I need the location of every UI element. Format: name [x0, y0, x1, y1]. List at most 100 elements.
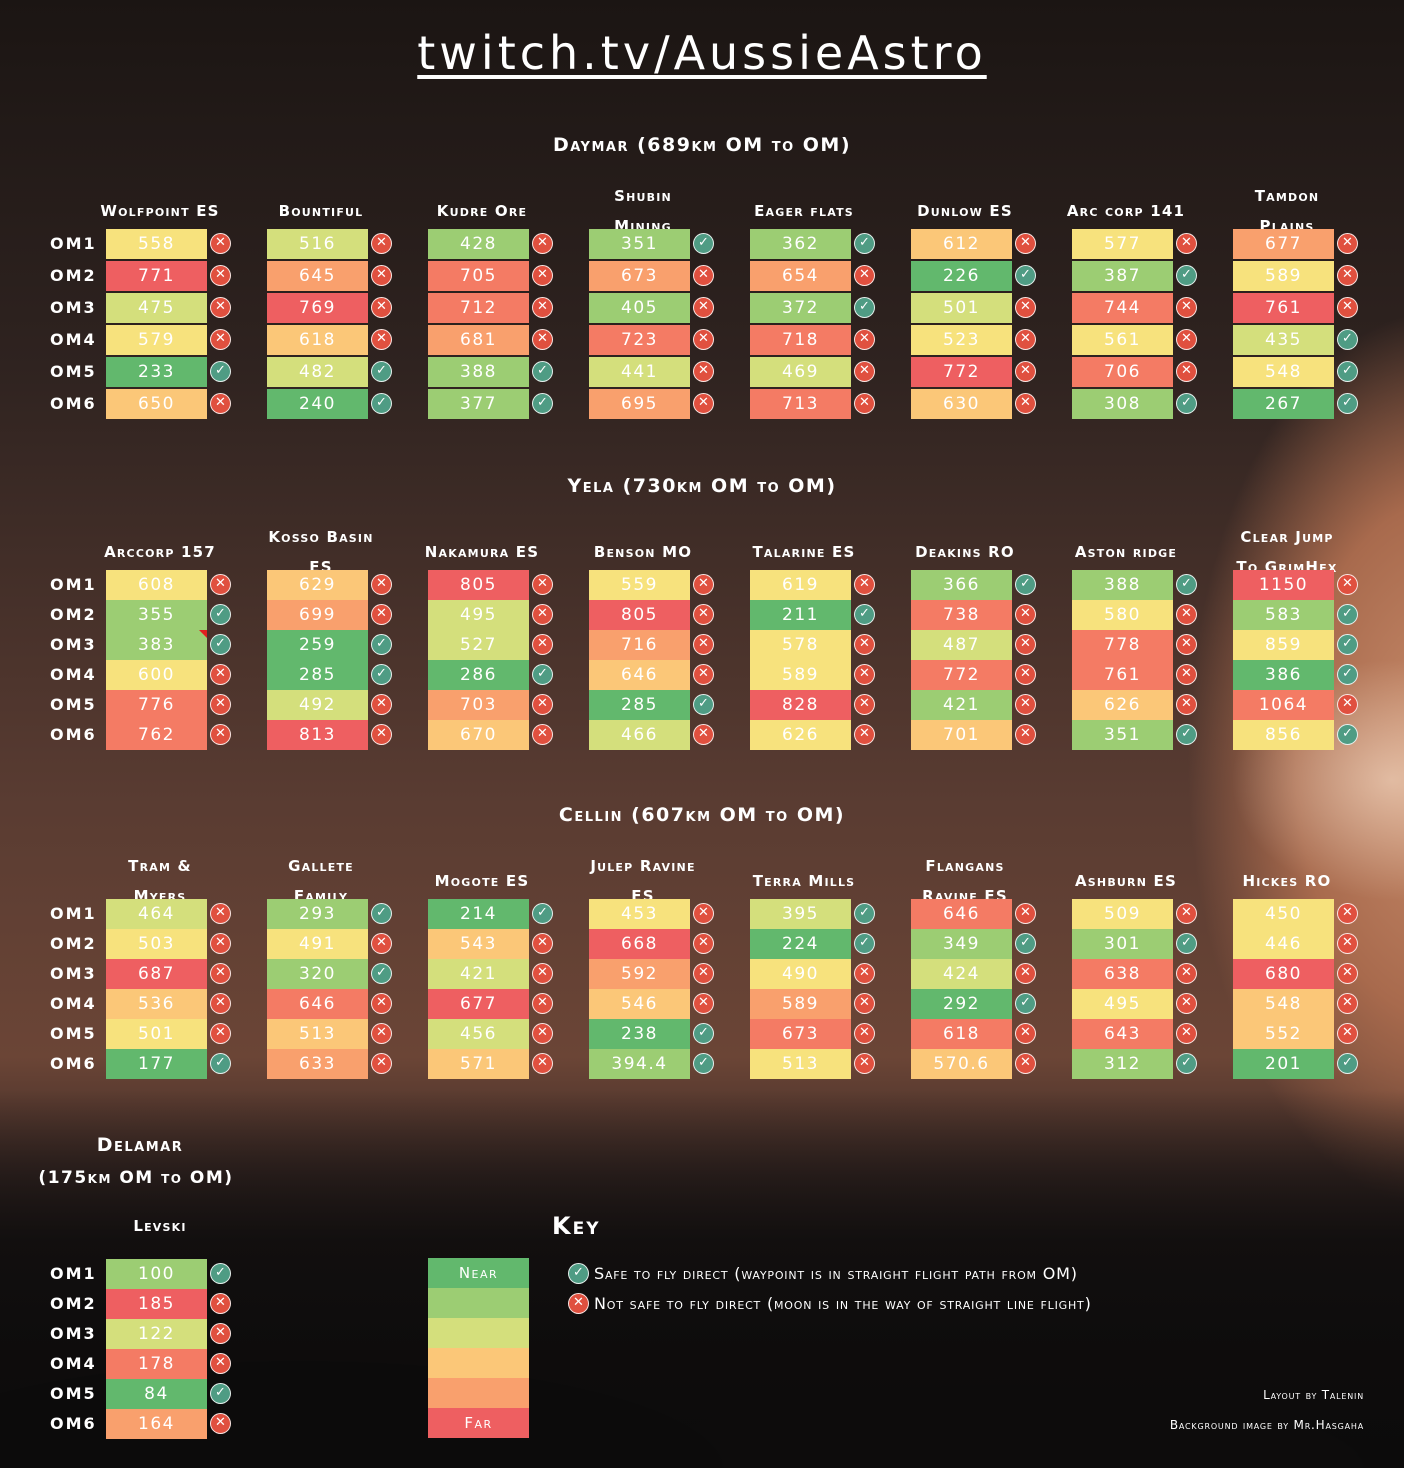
distance-cell: 626 — [750, 720, 851, 750]
check-icon: ✓ — [371, 361, 392, 382]
cross-icon: ✕ — [371, 694, 392, 715]
distance-cell: 646 — [267, 989, 368, 1019]
background-mountains — [0, 1090, 1404, 1468]
location-header: Hickes RO — [1242, 872, 1332, 890]
cross-icon: ✕ — [1337, 574, 1358, 595]
distance-cell: 592 — [589, 959, 690, 989]
distance-cell: 761 — [1233, 293, 1334, 323]
cross-icon: ✕ — [1337, 903, 1358, 924]
distance-cell: 464 — [106, 899, 207, 929]
cross-icon: ✕ — [371, 724, 392, 745]
distance-cell: 654 — [750, 261, 851, 291]
section-title: Cellin (607km OM to OM) — [558, 804, 846, 826]
distance-cell: 394.4 — [589, 1049, 690, 1079]
distance-cell: 501 — [106, 1019, 207, 1049]
key-scale-cell — [428, 1378, 529, 1408]
background-credit: Background image by Mr.Hasgaha — [1169, 1418, 1364, 1432]
distance-cell: 214 — [428, 899, 529, 929]
location-header: Tram & — [128, 857, 192, 875]
distance-cell: 509 — [1072, 899, 1173, 929]
distance-cell: 487 — [911, 630, 1012, 660]
cross-icon: ✕ — [210, 933, 231, 954]
cross-icon: ✕ — [693, 664, 714, 685]
distance-cell: 285 — [267, 660, 368, 690]
distance-cell: 589 — [750, 989, 851, 1019]
location-header: Bountiful — [278, 202, 364, 220]
cross-icon: ✕ — [693, 574, 714, 595]
distance-cell: 543 — [428, 929, 529, 959]
cross-icon: ✕ — [532, 297, 553, 318]
distance-cell: 523 — [911, 325, 1012, 355]
distance-cell: 536 — [106, 989, 207, 1019]
distance-cell: 650 — [106, 389, 207, 419]
distance-cell: 744 — [1072, 293, 1173, 323]
cross-icon: ✕ — [371, 574, 392, 595]
cross-icon: ✕ — [854, 329, 875, 350]
cross-icon: ✕ — [210, 664, 231, 685]
distance-cell: 712 — [428, 293, 529, 323]
distance-cell: 240 — [267, 389, 368, 419]
distance-cell: 395 — [750, 899, 851, 929]
delamar-title-line1: Delamar — [96, 1134, 184, 1156]
cross-icon: ✕ — [1015, 393, 1036, 414]
distance-cell: 490 — [750, 959, 851, 989]
cross-icon: ✕ — [210, 724, 231, 745]
distance-cell: 293 — [267, 899, 368, 929]
distance-cell: 292 — [911, 989, 1012, 1019]
cross-icon: ✕ — [854, 724, 875, 745]
cross-icon: ✕ — [210, 963, 231, 984]
distance-cell: 516 — [267, 229, 368, 259]
cross-icon: ✕ — [532, 233, 553, 254]
cross-icon: ✕ — [210, 329, 231, 350]
distance-cell: 699 — [267, 600, 368, 630]
check-icon: ✓ — [210, 361, 231, 382]
check-icon: ✓ — [1337, 1053, 1358, 1074]
distance-cell: 491 — [267, 929, 368, 959]
distance-cell: 466 — [589, 720, 690, 750]
distance-cell: 579 — [106, 325, 207, 355]
cross-icon: ✕ — [1176, 664, 1197, 685]
cross-icon: ✕ — [1337, 933, 1358, 954]
distance-cell: 618 — [267, 325, 368, 355]
distance-cell: 673 — [750, 1019, 851, 1049]
check-icon: ✓ — [854, 604, 875, 625]
cross-icon: ✕ — [568, 1293, 589, 1314]
row-label: OM6 — [50, 725, 97, 744]
cross-icon: ✕ — [693, 903, 714, 924]
distance-cell: 859 — [1233, 630, 1334, 660]
page-title-text[interactable]: twitch.tv/AussieAstro — [417, 26, 987, 80]
cross-icon: ✕ — [532, 265, 553, 286]
location-header: Nakamura ES — [424, 543, 540, 561]
row-label: OM3 — [50, 298, 97, 317]
distance-cell: 1150 — [1233, 570, 1334, 600]
cross-icon: ✕ — [371, 265, 392, 286]
row-label: OM3 — [50, 635, 97, 654]
distance-cell: 761 — [1072, 660, 1173, 690]
cross-icon: ✕ — [854, 993, 875, 1014]
check-icon: ✓ — [1176, 574, 1197, 595]
distance-cell: 772 — [911, 357, 1012, 387]
distance-cell: 677 — [1233, 229, 1334, 259]
cross-icon: ✕ — [854, 694, 875, 715]
cross-icon: ✕ — [1015, 604, 1036, 625]
distance-cell: 366 — [911, 570, 1012, 600]
distance-cell: 372 — [750, 293, 851, 323]
distance-cell: 456 — [428, 1019, 529, 1049]
cross-icon: ✕ — [1176, 963, 1197, 984]
distance-cell: 571 — [428, 1049, 529, 1079]
cross-icon: ✕ — [854, 963, 875, 984]
distance-cell: 201 — [1233, 1049, 1334, 1079]
distance-cell: 482 — [267, 357, 368, 387]
distance-cell: 224 — [750, 929, 851, 959]
location-header: Arc corp 141 — [1066, 202, 1186, 220]
cross-icon: ✕ — [210, 1293, 231, 1314]
distance-cell: 320 — [267, 959, 368, 989]
distance-cell: 687 — [106, 959, 207, 989]
section-title: Daymar (689km OM to OM) — [552, 134, 852, 156]
cross-icon: ✕ — [1015, 329, 1036, 350]
check-icon: ✓ — [854, 903, 875, 924]
distance-cell: 577 — [1072, 229, 1173, 259]
distance-cell: 301 — [1072, 929, 1173, 959]
check-icon: ✓ — [371, 634, 392, 655]
cross-icon: ✕ — [210, 233, 231, 254]
